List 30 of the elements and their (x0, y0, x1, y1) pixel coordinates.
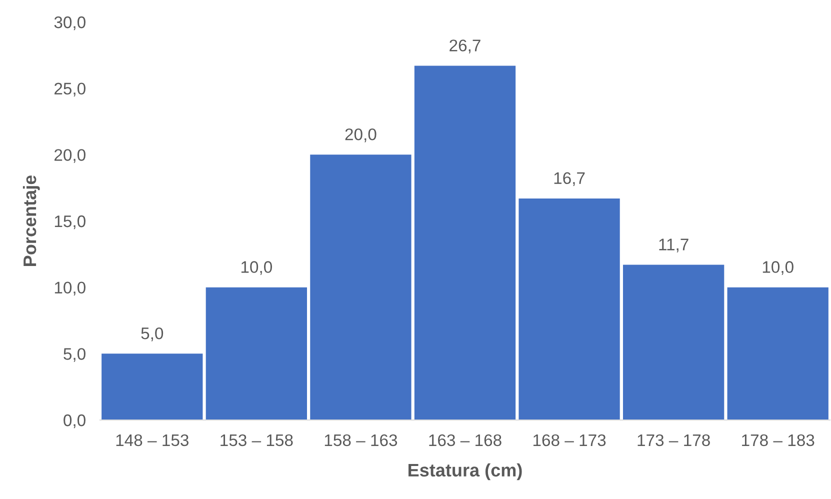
x-tick-label: 163 – 168 (429, 434, 502, 446)
x-tick-label: 148 – 153 (116, 434, 188, 446)
x-axis-title: Estatura (cm) (408, 463, 522, 480)
y-tick-label: 10,0 (54, 282, 86, 296)
x-tick-label: 173 – 178 (638, 434, 710, 446)
bar (310, 154, 412, 420)
y-tick-label: 25,0 (54, 82, 86, 97)
data-label: 11,7 (659, 238, 688, 252)
x-tick-label: 153 – 158 (220, 434, 293, 446)
x-tick-label: 168 – 173 (533, 434, 606, 446)
bar (518, 198, 620, 420)
bar (414, 66, 516, 420)
y-axis-title: Porcentaje (22, 175, 40, 266)
data-label: 10,0 (762, 261, 794, 275)
data-label: 5,0 (141, 327, 164, 342)
x-tick-label: 178 – 183 (742, 434, 814, 446)
bar (206, 287, 308, 420)
y-tick-label: 30,0 (54, 16, 86, 30)
bar (622, 264, 724, 420)
data-label: 16,7 (554, 172, 585, 186)
bar (102, 354, 203, 420)
data-label: 10,0 (241, 261, 272, 275)
y-tick-label: 0,0 (64, 414, 86, 428)
data-label: 20,0 (345, 128, 376, 142)
x-tick-label: 158 – 163 (324, 434, 398, 446)
data-label: 26,7 (450, 40, 480, 54)
y-tick-label: 20,0 (54, 149, 86, 163)
y-tick-label: 5,0 (64, 348, 86, 362)
y-tick-label: 15,0 (54, 215, 86, 230)
bar (727, 287, 828, 420)
